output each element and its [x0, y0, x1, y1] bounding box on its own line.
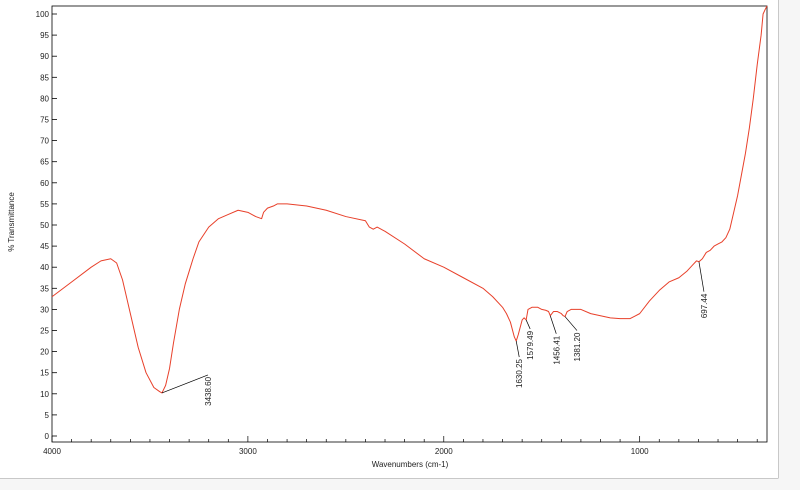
peak-leader-line [698, 261, 705, 292]
peak-label: 1579.49 [526, 330, 535, 359]
y-tick-label: 15 [40, 369, 49, 378]
y-axis: 0 5 10 15 20 25 30 35 40 45 50 55 60 65 70 75 80 85 90 95 10… [36, 10, 57, 441]
peak-label: 1381.20 [573, 332, 582, 361]
y-tick-label: 45 [40, 242, 49, 251]
y-tick-label: 10 [40, 390, 49, 399]
y-tick-label: 60 [40, 179, 49, 188]
y-tick-label: 70 [40, 137, 49, 146]
peak-leader-line [515, 340, 520, 358]
x-tick-label: 1000 [631, 447, 649, 456]
x-tick-label: 2000 [435, 447, 453, 456]
y-tick-label: 5 [45, 411, 50, 420]
peak-leader-line [564, 316, 578, 331]
y-tick-label: 80 [40, 94, 49, 103]
y-tick-label: 75 [40, 116, 49, 125]
x-axis: 4000 3000 2000 1000 [43, 436, 758, 456]
spectrum-line [51, 5, 768, 394]
y-tick-label: 95 [40, 31, 49, 40]
peak-label: 697.44 [700, 293, 709, 318]
y-tick-label: 100 [36, 10, 50, 19]
peak-label: 1456.41 [552, 335, 561, 364]
series-layer [51, 5, 768, 394]
y-tick-label: 25 [40, 327, 49, 336]
peak-leader-line [549, 315, 557, 334]
y-tick-label: 0 [45, 432, 50, 441]
y-axis-title: % Transmittance [7, 192, 16, 252]
y-tick-label: 40 [40, 263, 49, 272]
y-tick-label: 50 [40, 221, 49, 230]
y-tick-label: 35 [40, 284, 49, 293]
peak-label: 3438.60 [204, 376, 213, 405]
x-axis-title: Wavenumbers (cm-1) [372, 460, 449, 469]
y-tick-label: 55 [40, 200, 49, 209]
y-tick-label: 85 [40, 73, 49, 82]
y-tick-label: 90 [40, 52, 49, 61]
peak-leader-line [525, 319, 531, 330]
y-tick-label: 20 [40, 348, 49, 357]
y-tick-label: 65 [40, 158, 49, 167]
x-tick-label: 3000 [239, 447, 257, 456]
peak-leader-line [161, 374, 209, 394]
x-tick-label: 4000 [43, 447, 61, 456]
y-tick-label: 30 [40, 305, 49, 314]
plot-area [51, 5, 768, 443]
peak-label: 1630.25 [515, 359, 524, 388]
